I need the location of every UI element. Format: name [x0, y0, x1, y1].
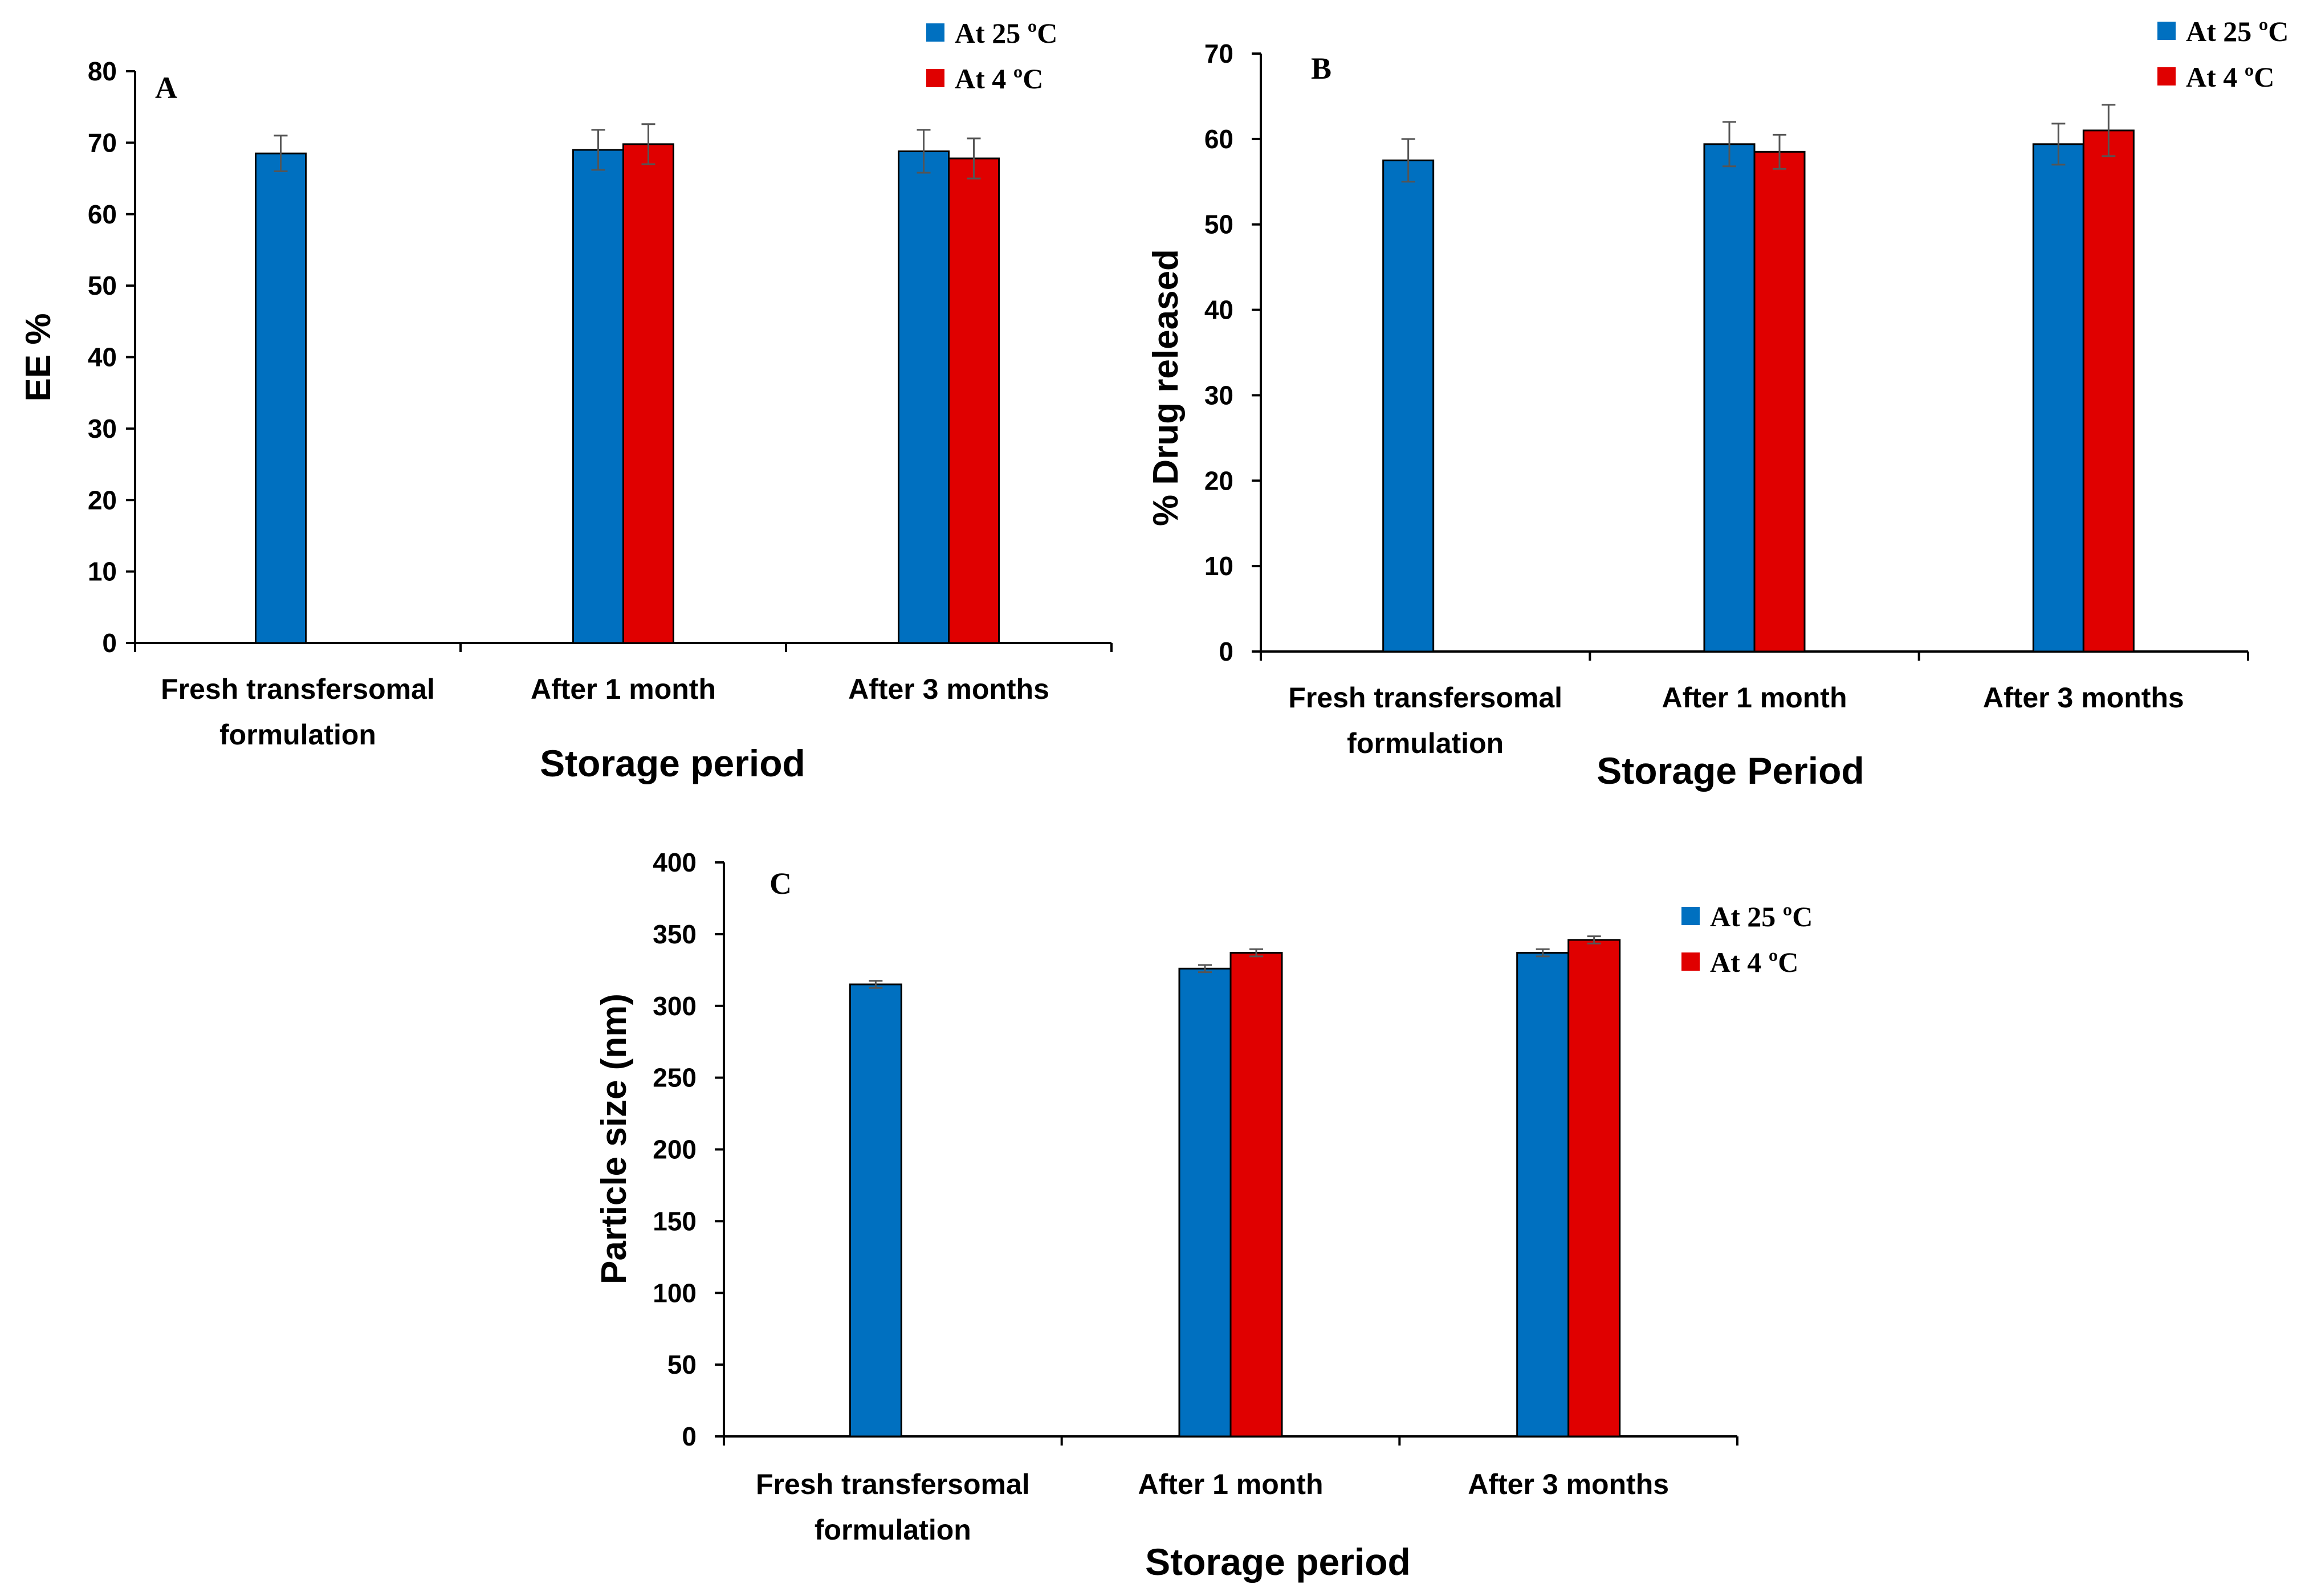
y-tick-label: 150 [653, 1206, 697, 1236]
bar-4c-cat2 [1229, 952, 1283, 1438]
bar-25c-cat3 [2032, 143, 2084, 653]
panel-label: C [769, 866, 792, 901]
x-category-label: After 3 months [1468, 1468, 1669, 1500]
legend-label: At 25 ºC [1710, 901, 1813, 933]
x-category-label: Fresh transfersomal [756, 1468, 1030, 1500]
bar-25c-cat1 [1382, 159, 1435, 653]
y-axis-title: Particle size (nm) [594, 994, 634, 1284]
y-tick-label: 80 [88, 56, 117, 86]
legend-label: At 4 ºC [955, 63, 1043, 95]
panel-label: A [155, 71, 177, 105]
bar-25c-cat1 [849, 983, 902, 1438]
x-category-label: Fresh transfersomal [161, 673, 435, 705]
bar-4c-cat3 [1567, 939, 1621, 1438]
x-axis-title: Storage Period [1597, 750, 1864, 792]
bar-4c-cat3 [2082, 129, 2135, 653]
y-axis-title: % Drug released [1146, 249, 1186, 526]
y-tick-label: 0 [102, 628, 117, 658]
y-tick-label: 10 [88, 557, 117, 587]
y-tick-label: 70 [1204, 39, 1233, 68]
legend-label: At 25 ºC [955, 17, 1057, 49]
legend-swatch [926, 23, 944, 42]
legend-label: At 4 ºC [1710, 946, 1798, 978]
y-tick-label: 10 [1204, 551, 1233, 581]
y-tick-label: 250 [653, 1063, 697, 1093]
x-axis-title: Storage period [1145, 1541, 1411, 1583]
bar-25c-cat1 [255, 152, 307, 644]
x-category-label: formulation [219, 719, 376, 751]
legend-label: At 25 ºC [2186, 15, 2289, 47]
y-tick-label: 60 [1204, 124, 1233, 154]
y-tick-label: 20 [1204, 466, 1233, 495]
x-category-label: After 1 month [531, 673, 716, 705]
legend-swatch [1681, 952, 1700, 971]
legend-swatch [2157, 67, 2176, 85]
x-category-label: After 1 month [1662, 682, 1847, 714]
chart-panel-c: 0 50 100 150 200 250 300 350 400 Fresh transferso… [594, 848, 1813, 1583]
y-tick-label: 200 [653, 1135, 697, 1165]
bar-25c-cat2 [1178, 967, 1232, 1438]
x-category-label: formulation [815, 1514, 971, 1546]
y-tick-label: 100 [653, 1278, 697, 1308]
x-category-label: Fresh transfersomal [1288, 682, 1562, 714]
y-tick-label: 30 [88, 414, 117, 443]
y-tick-label: 70 [88, 128, 117, 157]
y-axis-title: EE % [19, 313, 58, 401]
x-axis-title: Storage period [540, 742, 805, 784]
y-tick-label: 20 [88, 485, 117, 515]
bar-4c-cat3 [948, 157, 1000, 644]
y-tick-label: 50 [88, 271, 117, 300]
bar-25c-cat2 [1703, 143, 1756, 653]
x-category-label: After 1 month [1138, 1468, 1324, 1500]
y-tick-label: 300 [653, 991, 697, 1021]
y-tick-label: 40 [1204, 295, 1233, 325]
legend-swatch [926, 69, 944, 87]
legend-swatch [1681, 907, 1700, 925]
y-tick-label: 40 [88, 343, 117, 372]
bar-4c-cat2 [1753, 150, 1806, 653]
bar-25c-cat3 [1516, 952, 1570, 1438]
bar-25c-cat2 [572, 149, 624, 644]
y-tick-label: 50 [667, 1350, 697, 1379]
x-category-label: After 3 months [848, 673, 1049, 705]
y-tick-label: 30 [1204, 380, 1233, 410]
x-category-label: After 3 months [1983, 682, 2184, 714]
legend-swatch [2157, 22, 2176, 40]
bar-25c-cat3 [898, 150, 950, 644]
chart-panel-a: 0 10 20 30 40 50 60 70 80 Fresh transfersomal form… [19, 17, 1113, 784]
y-tick-label: 50 [1204, 210, 1233, 239]
bar-4c-cat2 [622, 143, 674, 644]
y-tick-label: 0 [682, 1422, 697, 1451]
panel-label: B [1311, 51, 1331, 85]
y-tick-label: 60 [88, 199, 117, 229]
y-tick-label: 0 [1219, 637, 1233, 666]
x-category-label: formulation [1347, 727, 1504, 759]
legend-label: At 4 ºC [2186, 61, 2274, 93]
chart-panel-b: 0 10 20 30 40 50 60 70 Fresh transfersomal formul… [1146, 15, 2289, 792]
y-tick-label: 350 [653, 919, 697, 949]
y-tick-label: 400 [653, 848, 697, 877]
